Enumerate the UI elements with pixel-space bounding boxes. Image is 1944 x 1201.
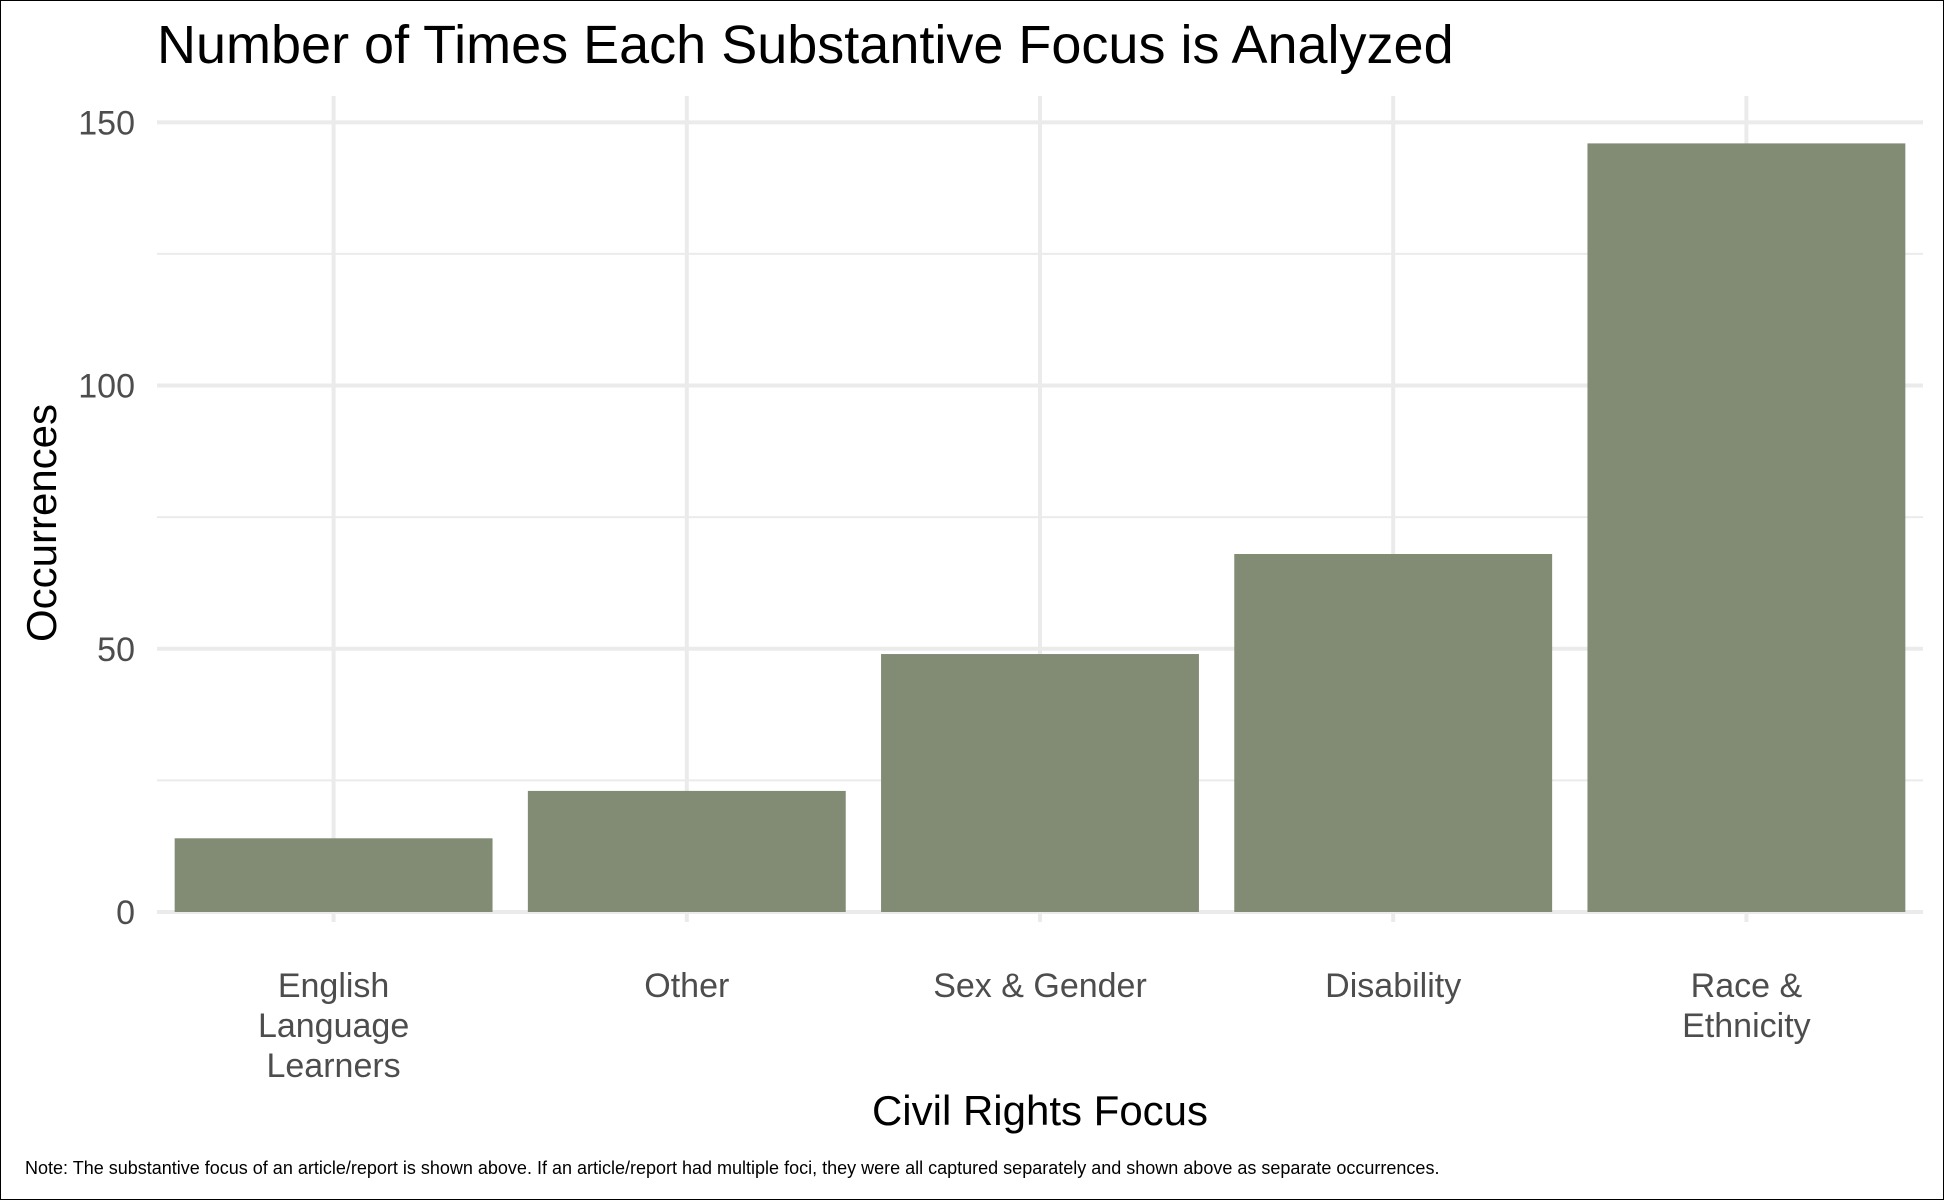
- bars: [174, 143, 1906, 913]
- bar: [174, 838, 493, 912]
- x-tick-label: Sex & Gender: [933, 967, 1147, 1005]
- chart-note: Note: The substantive focus of an articl…: [25, 1158, 1439, 1178]
- x-tick-label: Race & Ethnicity: [1682, 967, 1811, 1045]
- y-axis-title: Occurrences: [18, 404, 65, 642]
- bar: [881, 654, 1199, 912]
- y-axis-ticks: 0 50 100 150: [78, 104, 135, 932]
- y-tick-label: 150: [78, 104, 135, 142]
- x-axis-ticks: English Language Learners Other Sex & Gender…: [258, 967, 1811, 1085]
- x-tick-label: Other: [644, 967, 729, 1005]
- y-tick-label: 50: [97, 631, 135, 669]
- x-tick-label: English Language Learners: [258, 967, 409, 1085]
- bar: [1234, 554, 1553, 912]
- bar: [527, 790, 846, 912]
- chart-title: Number of Times Each Substantive Focus i…: [157, 15, 1454, 75]
- bar: [1587, 143, 1906, 913]
- y-tick-label: 100: [78, 368, 135, 406]
- x-axis-title: Civil Rights Focus: [872, 1087, 1208, 1134]
- x-tick-label: Disability: [1325, 967, 1461, 1005]
- y-tick-label: 0: [116, 894, 135, 932]
